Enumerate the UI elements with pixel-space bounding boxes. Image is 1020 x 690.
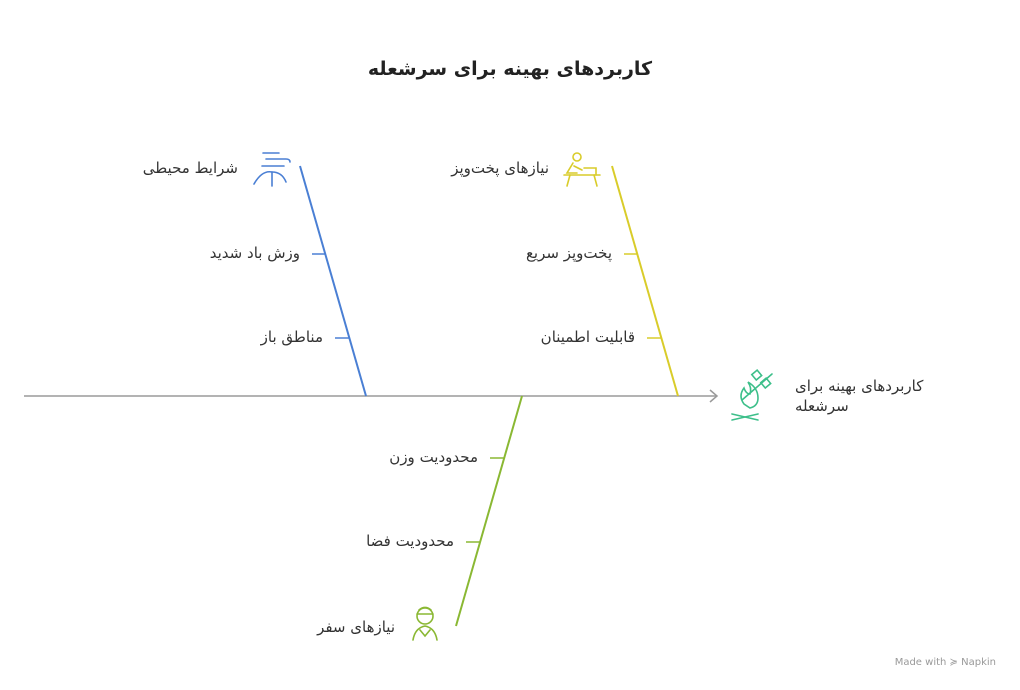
page-title: کاربردهای بهینه برای سرشعله — [367, 58, 653, 80]
footer-brand: Napkin — [961, 657, 996, 668]
napkin-logo-icon: ≽ — [949, 657, 958, 668]
marshmallow-campfire-icon — [731, 369, 773, 421]
cause-label-cooking-1: پخت‌وپز سریع — [525, 244, 612, 262]
footer-text: Made with — [894, 657, 947, 668]
category-label-environment: شرایط محیطی — [142, 159, 238, 177]
cause-label-environment-1: وزش باد شدید — [209, 244, 300, 262]
bone-environment — [299, 165, 367, 397]
traveler-icon — [412, 606, 438, 641]
bone-cooking — [611, 165, 679, 397]
cause-label-environment-2: مناطق باز — [260, 328, 323, 346]
cause-label-travel-1: محدودیت وزن — [389, 448, 478, 466]
wind-icon — [253, 152, 291, 187]
cooking-person-icon — [563, 152, 601, 187]
category-label-travel: نیازهای سفر — [317, 618, 395, 636]
bone-travel — [455, 395, 523, 627]
spine-arrowhead — [709, 389, 719, 403]
cause-label-travel-2: محدودیت فضا — [366, 532, 454, 550]
cause-label-cooking-2: قابلیت اطمینان — [540, 328, 635, 346]
category-label-cooking: نیازهای پخت‌وپز — [451, 159, 549, 177]
effect-label: کاربردهای بهینه برای سرشعله — [795, 377, 924, 415]
made-with-footer[interactable]: Made with ≽ Napkin — [895, 657, 996, 668]
